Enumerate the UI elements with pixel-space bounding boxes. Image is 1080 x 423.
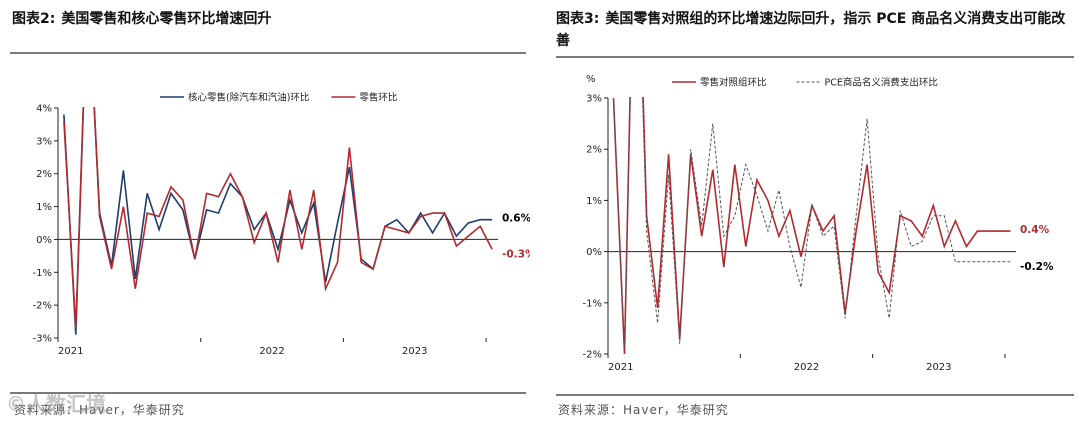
figure-3-source: 资料来源：Haver，华泰研究 (558, 403, 729, 417)
series-group (612, 97, 1011, 355)
series-line (63, 107, 493, 335)
y-tick-label: 1% (586, 196, 602, 207)
y-tick-label: -2% (33, 301, 52, 312)
figure-2-top-rule (10, 52, 526, 54)
y-tick-label: 2% (586, 145, 602, 156)
figure-3-chart: -2% -1% 0% 1% 2% 3%% 2021 2022 2023 零售对照组环比 PCE商品名… (548, 60, 1080, 384)
figure-3-title-text: 美国零售对照组的环比增速边际回升，指示 PCE 商品名义消费支出可能改善 (556, 11, 1066, 49)
figure-3-bottom-rule (556, 394, 1074, 396)
y-tick-label: -1% (33, 268, 52, 279)
x-tick-label: 2021 (58, 346, 83, 356)
series-line (613, 97, 1011, 349)
figure-3-title: 图表3: 美国零售对照组的环比增速边际回升，指示 PCE 商品名义消费支出可能改善 (556, 8, 1066, 52)
legend-label: PCE商品名义消费支出环比 (825, 77, 938, 89)
figure-2-chart-svg: -3% -2% -1% 0% 1% 2% 3% 4% 2021 2022 2023 核心零售(除汽车和… (33, 92, 536, 358)
y-tick-label: 0% (586, 247, 602, 258)
figure-2-number: 图表2: (12, 11, 56, 27)
legend-label: 零售环比 (359, 92, 397, 104)
figure-2-bottom-rule (10, 392, 526, 394)
legend-label: 核心零售(除汽车和汽油)环比 (188, 92, 309, 104)
y-tick-label: 0% (36, 235, 52, 246)
figure-3-chart-svg: -2% -1% 0% 1% 2% 3%% 2021 2022 2023 零售对照组环比 PCE商品名… (583, 74, 1054, 373)
series-line (63, 107, 493, 329)
y-tick-label: -1% (583, 298, 602, 309)
figure-3-panel: 图表3: 美国零售对照组的环比增速边际回升，指示 PCE 商品名义消费支出可能改善… (548, 0, 1080, 423)
end-value-label: 0.6% (502, 213, 530, 225)
x-tick-label: 2023 (926, 362, 951, 373)
figure-2-panel: 图表2: 美国零售和核心零售环比增速回升 -3% -2% -1% 0% 1% 2% 3% 4% 2… (0, 0, 536, 423)
figure-3-number: 图表3: (556, 11, 600, 27)
y-tick-label: -3% (33, 334, 52, 345)
y-tick-label: 3% (36, 136, 52, 147)
x-tick-label: 2022 (259, 346, 284, 356)
legend-label: 零售对照组环比 (700, 77, 767, 89)
figure-2-title-text: 美国零售和核心零售环比增速回升 (61, 11, 272, 27)
x-tick-label: 2022 (794, 362, 819, 373)
y-tick-label: 1% (36, 202, 52, 213)
end-value-label: -0.3% (502, 248, 530, 260)
y-tick-label: 2% (36, 169, 52, 180)
y-axis-unit: % (586, 74, 596, 85)
figure-2-title: 图表2: 美国零售和核心零售环比增速回升 (12, 8, 271, 30)
y-tick-label: -2% (583, 350, 602, 361)
watermark-logo: ©人数汇境 (6, 392, 106, 416)
y-tick-label: 3% (586, 94, 602, 105)
figure-2-source: 资料来源：Haver，华泰研究 (14, 403, 185, 417)
x-tick-label: 2023 (402, 346, 427, 356)
end-value-label: -0.2% (1020, 261, 1054, 273)
end-value-label: 0.4% (1020, 224, 1050, 236)
series-line (612, 97, 1011, 355)
series-group (63, 107, 493, 335)
figure-3-top-rule (556, 56, 1074, 58)
figure-2-chart: -3% -2% -1% 0% 1% 2% 3% 4% 2021 2022 2023 核心零售(除汽车和… (0, 56, 536, 360)
y-tick-label: 4% (36, 104, 52, 115)
x-tick-label: 2021 (608, 362, 633, 373)
